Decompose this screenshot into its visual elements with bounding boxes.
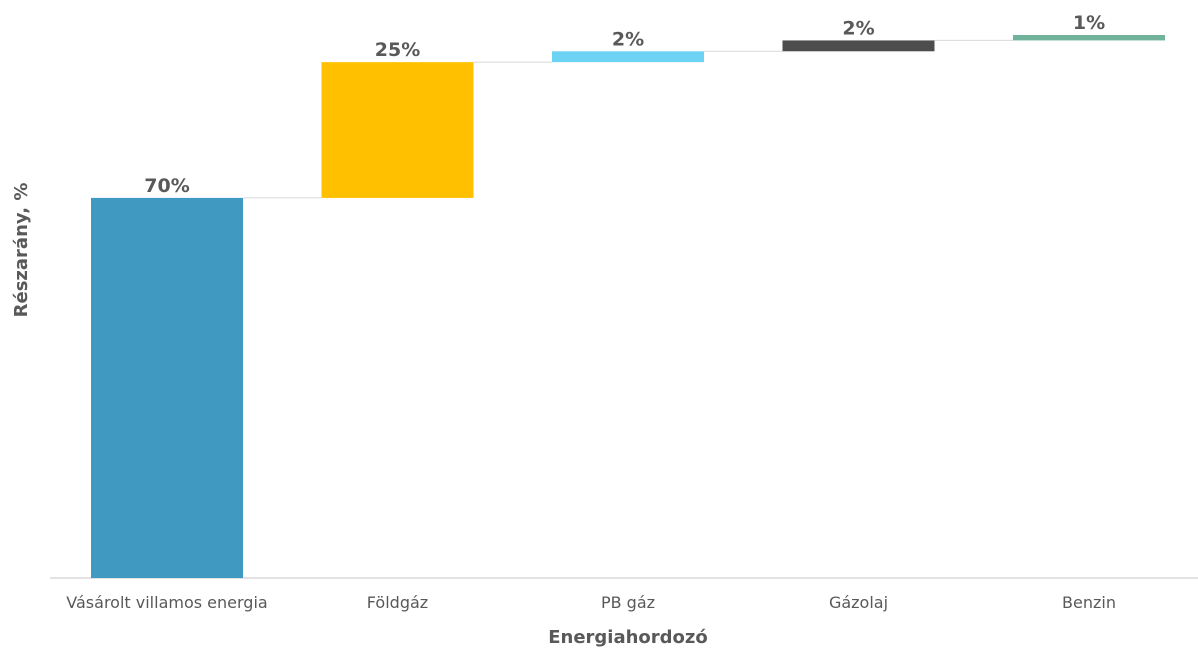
bar-3 bbox=[782, 40, 935, 52]
bar-4 bbox=[1013, 35, 1165, 41]
x-axis-title: Energiahordozó bbox=[548, 627, 708, 648]
bar-0 bbox=[91, 197, 243, 578]
x-tick-label-4: Benzin bbox=[1062, 593, 1116, 612]
x-tick-label-2: PB gáz bbox=[601, 593, 655, 612]
x-tick-label-0: Vásárolt villamos energia bbox=[66, 593, 267, 612]
bar-1 bbox=[321, 62, 474, 198]
data-label-0: 70% bbox=[144, 175, 189, 197]
data-label-1: 25% bbox=[375, 39, 420, 61]
data-label-3: 2% bbox=[842, 17, 874, 39]
y-axis-title: Részarány, % bbox=[11, 183, 32, 318]
bar-2 bbox=[552, 51, 704, 63]
data-labels: 70% 25% 2% 2% 1% bbox=[144, 12, 1105, 197]
x-tick-label-1: Földgáz bbox=[367, 593, 428, 612]
bars bbox=[91, 35, 1165, 578]
data-label-2: 2% bbox=[612, 28, 644, 50]
x-tick-label-3: Gázolaj bbox=[829, 593, 888, 612]
x-tick-labels: Vásárolt villamos energia Földgáz PB gáz Gá… bbox=[66, 593, 1116, 612]
connector-lines bbox=[243, 39, 1013, 199]
data-label-4: 1% bbox=[1073, 12, 1105, 34]
